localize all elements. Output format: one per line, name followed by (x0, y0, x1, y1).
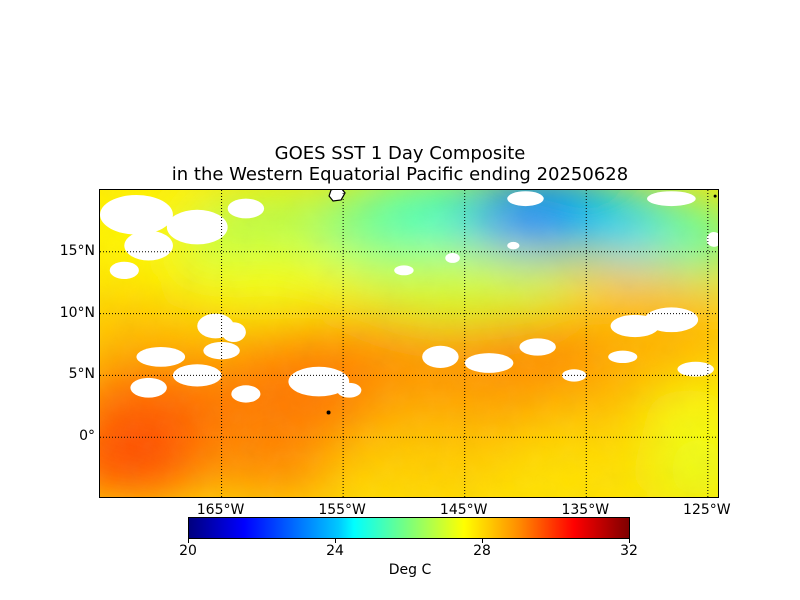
no-data-patch (677, 361, 714, 377)
chart-title-line-2: in the Western Equatorial Pacific ending… (171, 164, 629, 185)
lat-tick-label: 5°N (68, 366, 95, 383)
sst-map-canvas (100, 190, 718, 497)
colorbar-unit-label: Deg C (388, 562, 432, 578)
no-data-patch (203, 342, 240, 360)
colorbar-tick-label: 32 (620, 543, 638, 559)
colorbar (188, 517, 630, 539)
islet-shape (326, 410, 331, 415)
lon-tick-label: 155°W (318, 502, 366, 518)
lat-tick-label: 0° (79, 428, 95, 445)
no-data-patch (422, 345, 459, 368)
sst-map (99, 189, 719, 498)
lon-tick-label: 165°W (196, 502, 245, 518)
no-data-patch (394, 265, 414, 276)
lon-tick-label: 125°W (683, 502, 731, 518)
lat-tick-label: 10°N (59, 304, 95, 321)
no-data-patch (337, 382, 362, 398)
colorbar-tick-label: 28 (473, 543, 491, 559)
colorbar-tick-mark (335, 539, 336, 543)
no-data-patch (227, 198, 265, 219)
colorbar-tick-label: 24 (326, 543, 344, 559)
no-data-patch (166, 209, 228, 245)
no-data-patch (507, 241, 520, 250)
no-data-patch (519, 338, 556, 356)
no-data-patch (647, 191, 696, 207)
no-data-patch (124, 230, 173, 261)
no-data-patch (172, 364, 222, 387)
no-data-patch (644, 307, 699, 333)
no-data-patch (445, 253, 460, 263)
no-data-patch (507, 191, 544, 207)
lon-tick-label: 135°W (561, 502, 610, 518)
colorbar-tick-mark (629, 539, 630, 543)
no-data-patch (608, 350, 638, 364)
chart-title-line-1: GOES SST 1 Day Composite (274, 143, 526, 164)
no-data-patch (221, 322, 246, 343)
gridlines (100, 190, 718, 497)
no-data-patch (231, 385, 261, 403)
land-masses (326, 190, 717, 415)
colorbar-tick-label: 20 (179, 543, 197, 559)
colorbar-tick-mark (188, 539, 189, 543)
no-data-patch (288, 366, 350, 397)
no-data-patch (464, 353, 514, 373)
islet-shape (713, 194, 717, 198)
no-data-patch (136, 346, 186, 367)
no-data-patch (130, 377, 167, 398)
lat-tick-label: 15°N (59, 242, 95, 259)
colorbar-gradient (189, 518, 629, 538)
no-data-patch (100, 194, 173, 235)
no-data-patch (109, 261, 139, 279)
lon-tick-label: 145°W (439, 502, 488, 518)
no-data-patch (706, 232, 718, 247)
island-shape (328, 190, 346, 202)
colorbar-tick-mark (482, 539, 483, 543)
